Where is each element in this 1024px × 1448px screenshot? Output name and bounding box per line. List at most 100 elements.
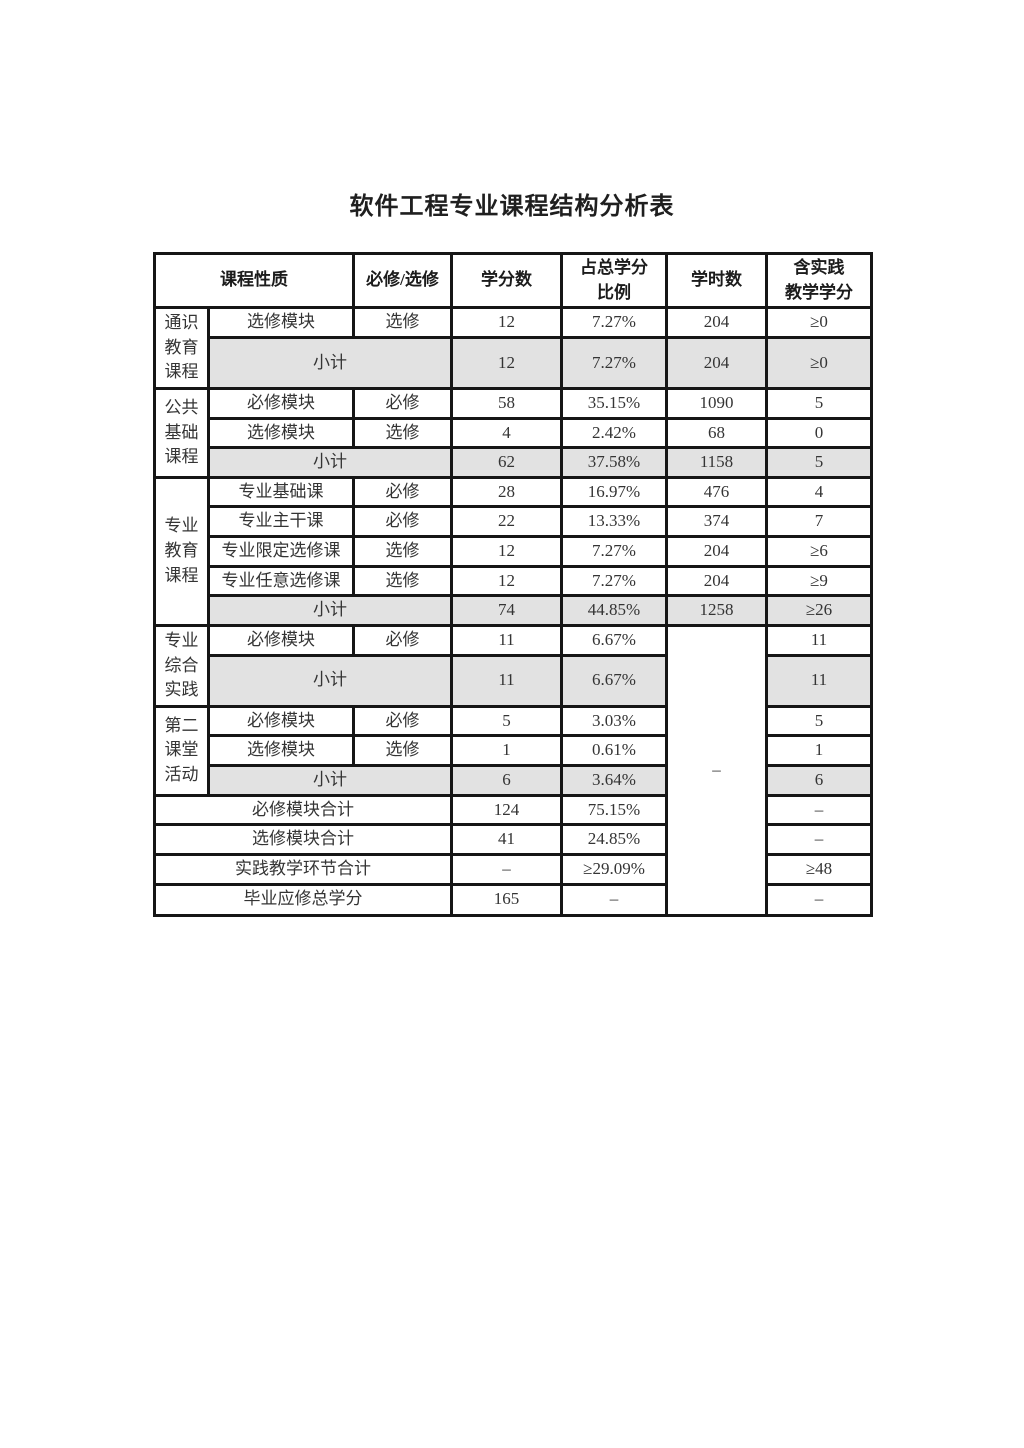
cell-ratio: 7.27% xyxy=(560,306,668,339)
cell-ratio: 13.33% xyxy=(560,505,668,539)
group-public-basic: 公共基础课程 xyxy=(153,386,210,479)
subtotal-credits: 62 xyxy=(450,446,563,479)
table-row: 第二课堂活动 必修模块 必修 5 3.03% 5 xyxy=(153,704,873,797)
summary-ratio: ≥29.09% xyxy=(560,852,668,886)
subtotal-credits: 11 xyxy=(450,653,563,708)
cell-type: 必修 xyxy=(352,475,453,509)
table-header-row: 课程性质 必修/选修 学分数 占总学分 比例 学时数 含实践 教学学分 xyxy=(153,251,873,310)
cell-credits: 11 xyxy=(450,624,563,657)
cell-ratio: 35.15% xyxy=(560,386,668,420)
cell-module: 专业限定选修课 xyxy=(207,535,355,568)
summary-credits: 124 xyxy=(450,793,563,827)
cell-type: 选修 xyxy=(352,416,453,450)
cell-type: 选修 xyxy=(352,535,453,568)
subtotal-hours: 1158 xyxy=(665,446,768,479)
subtotal-ratio: 6.67% xyxy=(560,653,668,708)
cell-hours: 1090 xyxy=(665,386,768,420)
summary-row: 选修模块合计 41 24.85% – xyxy=(153,823,873,856)
table-row: 专业主干课 必修 22 13.33% 374 7 xyxy=(155,505,873,539)
table-row: 专业教育课程 专业基础课 必修 28 16.97% 476 4 xyxy=(153,475,873,628)
group-comprehensive-practice: 专业综合实践 xyxy=(153,624,210,708)
table-row: 专业综合实践 必修模块 必修 11 6.67% – 11 xyxy=(153,624,873,917)
cell-ratio: 2.42% xyxy=(560,416,668,450)
subtotal-label: 小计 xyxy=(207,335,453,390)
summary-label: 实践教学环节合计 xyxy=(153,852,453,886)
cell-credits: 12 xyxy=(450,564,563,598)
subtotal-practice: 5 xyxy=(765,446,873,479)
cell-module: 必修模块 xyxy=(207,704,355,738)
summary-credits: – xyxy=(450,852,563,886)
cell-ratio: 6.67% xyxy=(560,624,668,657)
summary-label: 选修模块合计 xyxy=(153,823,453,856)
cell-credits: 12 xyxy=(450,535,563,568)
subtotal-practice: 11 xyxy=(765,653,873,708)
cell-credits: 1 xyxy=(450,734,563,767)
table-row: 通识教育课程 选修模块 选修 12 7.27% 204 ≥0 xyxy=(153,306,873,390)
cell-practice: ≥9 xyxy=(765,564,873,598)
subtotal-credits: 6 xyxy=(450,763,563,797)
cell-type: 选修 xyxy=(352,734,453,767)
subtotal-label: 小计 xyxy=(207,594,453,628)
summary-label: 毕业应修总学分 xyxy=(153,882,453,917)
cell-credits: 5 xyxy=(450,704,563,738)
cell-hours: 374 xyxy=(665,505,768,539)
cell-type: 必修 xyxy=(352,386,453,420)
cell-credits: 22 xyxy=(450,505,563,539)
summary-practice: – xyxy=(765,823,873,856)
cell-hours: 68 xyxy=(665,416,768,450)
cell-practice: 5 xyxy=(765,704,873,738)
cell-hours: 204 xyxy=(665,564,768,598)
cell-practice: 1 xyxy=(765,734,873,767)
subtotal-label: 小计 xyxy=(207,653,453,708)
header-practice-credits: 含实践 教学学分 xyxy=(765,251,873,310)
subtotal-row: 小计 12 7.27% 204 ≥0 xyxy=(155,335,873,390)
cell-module: 选修模块 xyxy=(207,416,355,450)
cell-module: 必修模块 xyxy=(207,386,355,420)
summary-row: 必修模块合计 124 75.15% – xyxy=(153,793,873,827)
cell-type: 必修 xyxy=(352,505,453,539)
page-title: 软件工程专业课程结构分析表 xyxy=(349,194,675,220)
subtotal-label: 小计 xyxy=(207,446,453,479)
header-hours: 学时数 xyxy=(665,251,768,310)
cell-module: 专业任意选修课 xyxy=(207,564,355,598)
cell-module: 专业基础课 xyxy=(207,475,355,509)
cell-credits: 4 xyxy=(450,416,563,450)
cell-ratio: 16.97% xyxy=(560,475,668,509)
cell-ratio: 0.61% xyxy=(560,734,668,767)
cell-practice: ≥6 xyxy=(765,535,873,568)
cell-module: 选修模块 xyxy=(207,306,355,339)
header-credit-ratio: 占总学分 比例 xyxy=(560,251,668,310)
cell-hours: 204 xyxy=(665,306,768,339)
summary-ratio: 24.85% xyxy=(560,823,668,856)
subtotal-row: 小计 11 6.67% 11 xyxy=(155,653,873,708)
subtotal-hours: 1258 xyxy=(665,594,768,628)
subtotal-practice: ≥26 xyxy=(765,594,873,628)
header-course-nature: 课程性质 xyxy=(153,251,355,310)
cell-credits: 12 xyxy=(450,306,563,339)
summary-ratio: – xyxy=(560,882,668,917)
cell-type: 必修 xyxy=(352,624,453,657)
subtotal-credits: 12 xyxy=(450,335,563,390)
subtotal-row: 小计 62 37.58% 1158 5 xyxy=(155,446,873,479)
group-professional-education: 专业教育课程 xyxy=(153,475,210,628)
subtotal-practice: ≥0 xyxy=(765,335,873,390)
subtotal-ratio: 7.27% xyxy=(560,335,668,390)
cell-module: 专业主干课 xyxy=(207,505,355,539)
cell-type: 选修 xyxy=(352,306,453,339)
summary-practice: – xyxy=(765,793,873,827)
group-second-classroom: 第二课堂活动 xyxy=(153,704,210,797)
cell-module: 选修模块 xyxy=(207,734,355,767)
cell-type: 必修 xyxy=(352,704,453,738)
summary-row: 实践教学环节合计 – ≥29.09% ≥48 xyxy=(153,852,873,886)
cell-practice: 4 xyxy=(765,475,873,509)
cell-ratio: 7.27% xyxy=(560,564,668,598)
header-credits: 学分数 xyxy=(450,251,563,310)
cell-hours: 476 xyxy=(665,475,768,509)
summary-credits: 165 xyxy=(450,882,563,917)
group-general-education: 通识教育课程 xyxy=(153,306,210,390)
subtotal-ratio: 3.64% xyxy=(560,763,668,797)
subtotal-credits: 74 xyxy=(450,594,563,628)
cell-module: 必修模块 xyxy=(207,624,355,657)
cell-practice: 0 xyxy=(765,416,873,450)
